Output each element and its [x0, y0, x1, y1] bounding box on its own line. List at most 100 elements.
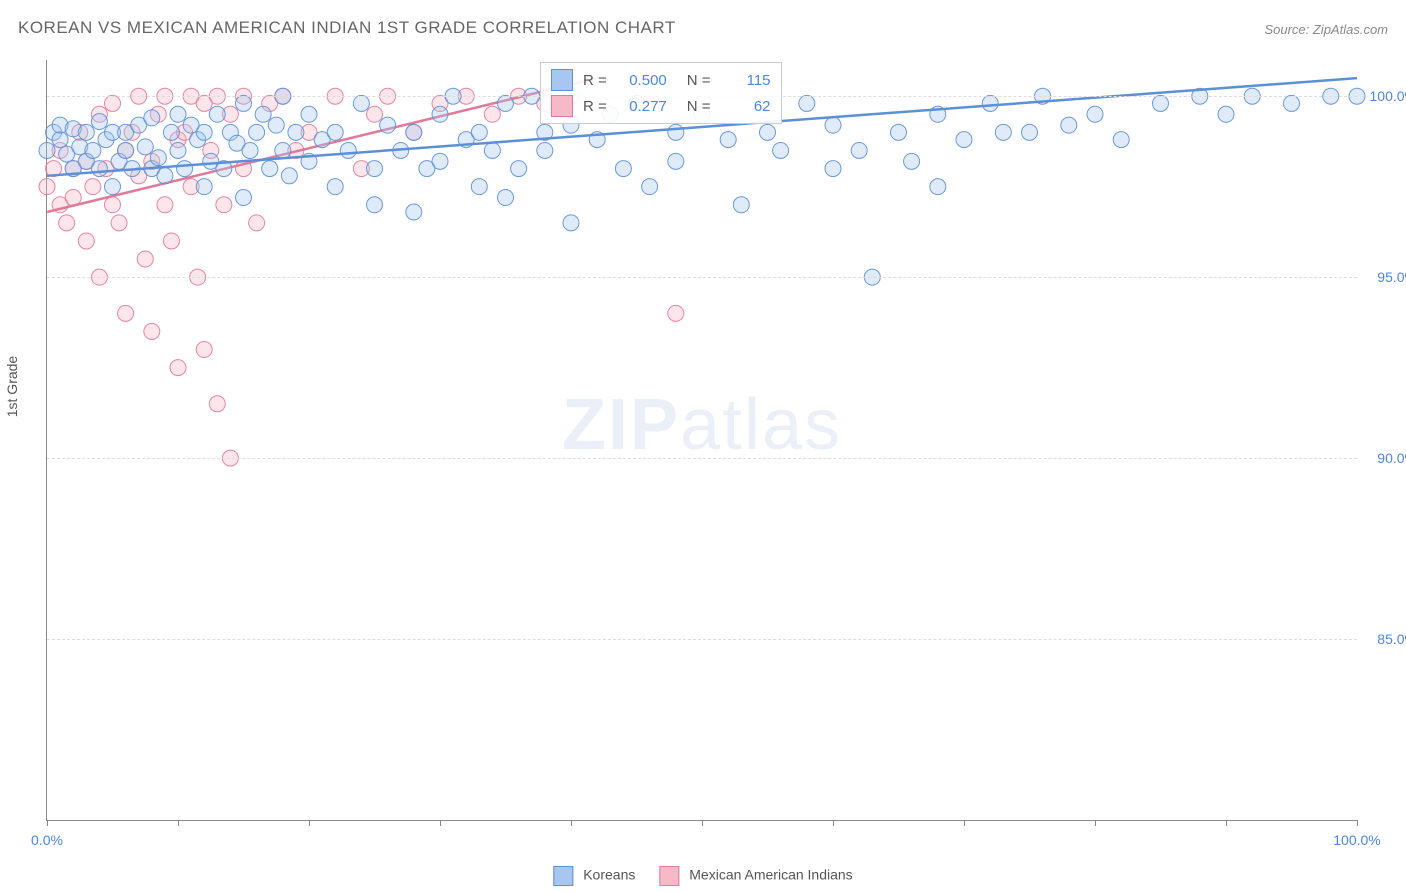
scatter-point	[340, 142, 356, 158]
gridline-horizontal	[47, 639, 1357, 640]
scatter-point	[930, 179, 946, 195]
scatter-point	[78, 124, 94, 140]
scatter-point	[157, 168, 173, 184]
x-tick	[571, 820, 572, 826]
scatter-point	[137, 139, 153, 155]
y-tick-label: 95.0%	[1362, 269, 1406, 285]
scatter-point	[301, 106, 317, 122]
legend-bottom: Koreans Mexican American Indians	[553, 866, 852, 886]
legend-item-mexican: Mexican American Indians	[659, 866, 852, 886]
x-tick	[440, 820, 441, 826]
x-tick	[309, 820, 310, 826]
scatter-point	[668, 305, 684, 321]
legend-swatch-koreans	[553, 866, 573, 886]
scatter-point	[262, 161, 278, 177]
x-tick	[47, 820, 48, 826]
scatter-point	[163, 233, 179, 249]
scatter-point	[281, 168, 297, 184]
r-value: 0.500	[617, 72, 667, 89]
scatter-point	[432, 153, 448, 169]
scatter-point	[137, 251, 153, 267]
scatter-point	[484, 142, 500, 158]
scatter-point	[78, 233, 94, 249]
r-value: 0.277	[617, 98, 667, 115]
x-tick	[833, 820, 834, 826]
scatter-point	[367, 161, 383, 177]
scatter-point	[85, 142, 101, 158]
scatter-point	[995, 124, 1011, 140]
source-attribution: Source: ZipAtlas.com	[1264, 22, 1388, 37]
scatter-point	[615, 161, 631, 177]
scatter-point	[982, 95, 998, 111]
n-label: N =	[687, 98, 711, 115]
y-tick-label: 90.0%	[1362, 450, 1406, 466]
scatter-point	[327, 124, 343, 140]
x-tick	[964, 820, 965, 826]
scatter-point	[268, 117, 284, 133]
scatter-point	[249, 215, 265, 231]
n-value: 62	[721, 98, 771, 115]
scatter-point	[904, 153, 920, 169]
scatter-point	[85, 179, 101, 195]
legend-swatch	[551, 69, 573, 91]
scatter-point	[170, 360, 186, 376]
plot-area: ZIPatlas 85.0%90.0%95.0%100.0%0.0%100.0%	[46, 60, 1357, 821]
scatter-point	[91, 161, 107, 177]
scatter-point	[39, 142, 55, 158]
scatter-point	[406, 124, 422, 140]
scatter-point	[255, 106, 271, 122]
scatter-point	[144, 110, 160, 126]
scatter-point	[105, 197, 121, 213]
scatter-point	[196, 179, 212, 195]
scatter-point	[733, 197, 749, 213]
scatter-point	[668, 153, 684, 169]
scatter-point	[209, 396, 225, 412]
x-tick	[1357, 820, 1358, 826]
scatter-point	[105, 95, 121, 111]
scatter-point	[1022, 124, 1038, 140]
scatter-point	[288, 124, 304, 140]
scatter-point	[118, 142, 134, 158]
scatter-point	[825, 117, 841, 133]
scatter-point	[59, 215, 75, 231]
scatter-point	[498, 95, 514, 111]
scatter-point	[249, 124, 265, 140]
scatter-point	[144, 323, 160, 339]
n-label: N =	[687, 72, 711, 89]
scatter-point	[432, 106, 448, 122]
scatter-point	[851, 142, 867, 158]
scatter-point	[406, 204, 422, 220]
scatter-point	[1153, 95, 1169, 111]
scatter-point	[498, 190, 514, 206]
x-tick	[1095, 820, 1096, 826]
scatter-point	[327, 179, 343, 195]
scatter-point	[177, 161, 193, 177]
scatter-point	[157, 197, 173, 213]
scatter-point	[471, 124, 487, 140]
scatter-point	[760, 124, 776, 140]
scatter-point	[720, 132, 736, 148]
scatter-point	[170, 142, 186, 158]
scatter-point	[150, 150, 166, 166]
scatter-point	[209, 106, 225, 122]
scatter-point	[563, 215, 579, 231]
scatter-point	[484, 106, 500, 122]
scatter-point	[1284, 95, 1300, 111]
r-label: R =	[583, 72, 607, 89]
legend-swatch-mexican	[659, 866, 679, 886]
chart-container: KOREAN VS MEXICAN AMERICAN INDIAN 1ST GR…	[0, 0, 1406, 892]
scatter-point	[367, 197, 383, 213]
x-tick-label-right: 100.0%	[1333, 832, 1380, 848]
scatter-point	[196, 342, 212, 358]
gridline-horizontal	[47, 277, 1357, 278]
scatter-point	[773, 142, 789, 158]
scatter-point	[891, 124, 907, 140]
x-tick	[1226, 820, 1227, 826]
legend-item-koreans: Koreans	[553, 866, 635, 886]
scatter-point	[105, 179, 121, 195]
scatter-point	[39, 179, 55, 195]
scatter-point	[471, 179, 487, 195]
correlation-legend-box: R =0.500N =115R =0.277N =62	[540, 62, 782, 124]
legend-stat-row: R =0.500N =115	[551, 67, 771, 93]
scatter-point	[196, 124, 212, 140]
